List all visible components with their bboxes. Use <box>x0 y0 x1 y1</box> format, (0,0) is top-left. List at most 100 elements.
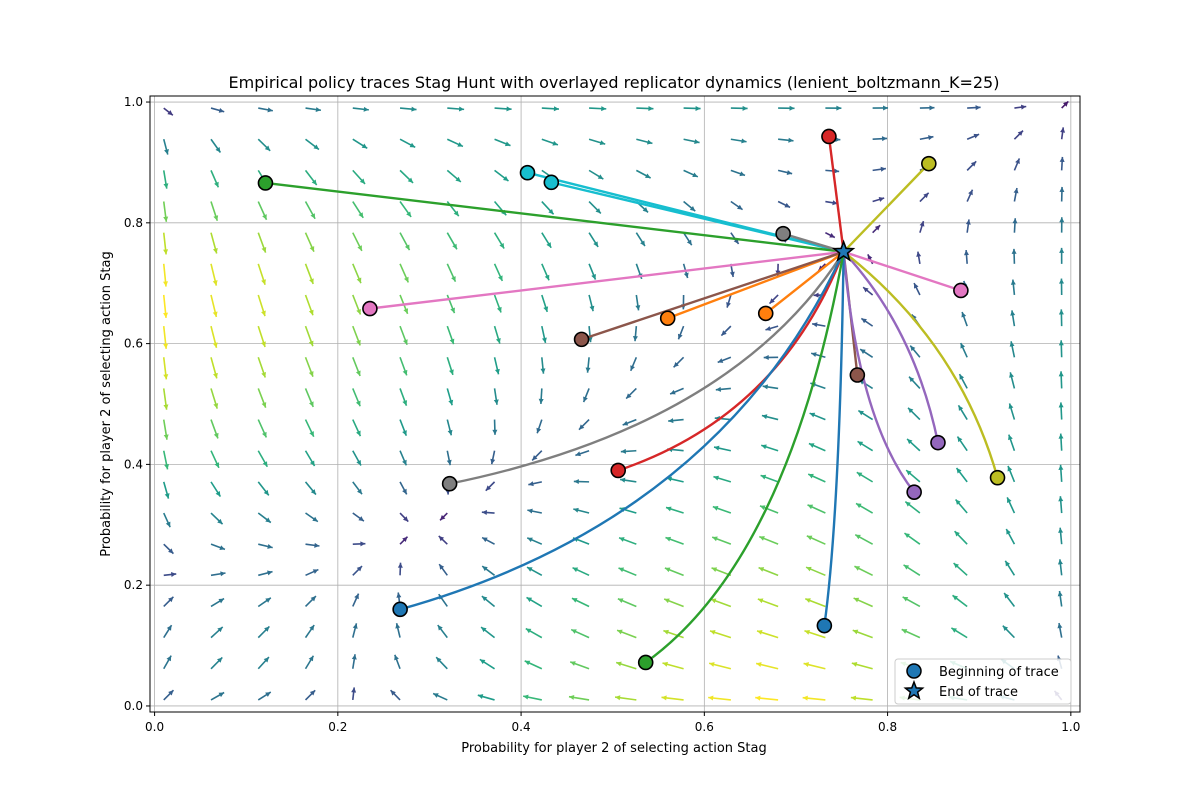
trace-line <box>842 251 916 493</box>
vector-arrowhead <box>453 210 459 217</box>
vector-arrowhead <box>310 213 316 219</box>
vector-arrowhead <box>395 623 401 629</box>
vector-arrowhead <box>212 311 218 317</box>
vector-arrowhead <box>929 105 935 111</box>
vector-arrowhead <box>170 571 177 577</box>
vector-arrowhead <box>615 695 621 701</box>
vector-arrowhead <box>729 271 735 278</box>
trace-start-marker <box>610 462 627 479</box>
vector-arrowhead <box>851 662 858 667</box>
vector-arrowhead <box>163 281 169 287</box>
legend-box <box>894 658 1072 705</box>
vector-arrowhead <box>861 318 867 324</box>
vector-arrowhead <box>220 571 226 577</box>
vector-arrowhead <box>1020 104 1027 110</box>
vector-arrowhead <box>1010 310 1016 316</box>
vector-arrowhead <box>313 144 319 150</box>
vector-arrowhead <box>1059 278 1065 284</box>
vector-arrowhead <box>446 459 452 466</box>
vector-arrowhead <box>447 429 453 436</box>
vector-arrowhead <box>901 629 908 634</box>
vector-arrowhead <box>261 310 266 317</box>
trace-start-markers <box>257 128 1006 671</box>
vector-arrowhead <box>406 211 412 217</box>
vector-arrowhead <box>523 694 529 700</box>
vector-arrowhead <box>308 340 314 347</box>
vector-arrowhead <box>482 537 488 543</box>
trace-start-marker <box>775 225 791 242</box>
vector-arrowhead <box>217 657 223 663</box>
vector-arrowhead <box>919 221 925 227</box>
vector-arrowhead <box>960 343 966 349</box>
vector-arrowhead <box>616 661 622 667</box>
vector-arrowhead <box>858 410 864 416</box>
trace-start-marker <box>543 174 560 191</box>
vector-arrowhead <box>1059 217 1065 223</box>
vector-arrowhead <box>492 429 498 435</box>
vector-arrowhead <box>618 567 625 573</box>
vector-arrowhead <box>168 548 174 554</box>
trace-line <box>369 250 844 310</box>
grid-lines <box>150 96 1080 712</box>
vector-arrowhead <box>617 598 624 603</box>
vector-arrowhead <box>880 166 886 172</box>
vector-arrowhead <box>482 566 488 572</box>
vector-arrowhead <box>506 106 512 112</box>
vector-arrowhead <box>495 338 501 344</box>
x-tick-label: 0.0 <box>145 720 164 734</box>
vector-arrowhead <box>164 463 170 470</box>
vector-arrowhead <box>570 661 576 666</box>
vector-arrowhead <box>504 141 511 147</box>
vector-arrowhead <box>1009 372 1014 378</box>
vector-arrowhead <box>642 207 649 213</box>
vector-arrowhead <box>532 455 538 461</box>
vector-arrowhead <box>527 567 533 572</box>
vector-arrowhead <box>973 133 980 139</box>
vector-arrowhead <box>883 105 889 111</box>
vector-arrowhead <box>903 564 910 570</box>
vector-arrowhead <box>1059 247 1065 253</box>
vector-arrowhead <box>213 432 219 439</box>
trace-start-marker <box>392 601 408 618</box>
legend-star-icon <box>903 679 925 701</box>
vector-arrowhead <box>217 518 223 525</box>
vector-arrowhead <box>356 339 361 346</box>
trace-line <box>644 251 845 664</box>
y-tick-label: 0.8 <box>124 216 143 230</box>
x-tick-label: 0.6 <box>695 720 714 734</box>
vector-arrowhead <box>458 106 465 112</box>
vector-arrowhead <box>164 493 170 499</box>
vector-arrowhead <box>261 247 267 253</box>
vector-arrowhead <box>168 596 174 603</box>
vector-arrowhead <box>163 216 169 222</box>
vector-arrowhead <box>832 200 838 206</box>
vector-arrowhead <box>485 485 492 491</box>
legend-label-beginning: Beginning of trace <box>939 665 1059 680</box>
vector-arrowhead <box>863 287 869 293</box>
vector-arrowhead <box>1011 248 1017 254</box>
vector-arrowhead <box>789 105 795 111</box>
vector-arrowhead <box>585 367 591 373</box>
vector-arrowhead <box>572 567 579 573</box>
vector-arrowhead <box>923 192 929 199</box>
vector-arrowhead <box>677 333 683 340</box>
vector-arrowhead <box>881 136 888 142</box>
vector-arrowhead <box>309 460 315 467</box>
vector-arrowhead <box>164 149 169 155</box>
vector-arrowhead <box>390 690 396 696</box>
vector-arrowhead <box>857 441 864 447</box>
vector-arrowhead <box>595 208 601 214</box>
vector-arrowhead <box>355 370 361 377</box>
vector-arrowhead <box>617 629 623 635</box>
vector-arrowhead <box>494 368 500 375</box>
vector-arrowhead <box>803 662 810 668</box>
vector-arrowhead <box>163 343 169 349</box>
vector-arrowhead <box>712 505 719 511</box>
vector-arrowhead <box>308 401 314 407</box>
trace-start-marker <box>849 367 866 383</box>
vector-arrowhead <box>163 374 169 380</box>
vector-arrowhead <box>758 567 765 572</box>
vector-arrowhead <box>263 489 269 496</box>
trace-start-marker <box>362 300 378 317</box>
vector-arrowhead <box>265 597 271 603</box>
